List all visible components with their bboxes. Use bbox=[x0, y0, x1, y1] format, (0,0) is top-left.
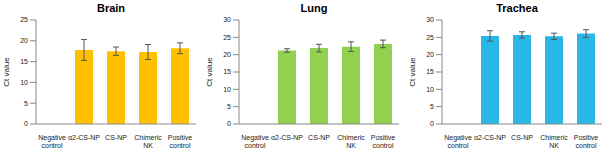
html-text:Brain: Brain bbox=[96, 2, 126, 14]
svg-text:ChimericNK: ChimericNK bbox=[337, 134, 365, 149]
svg-text:α2-CS-NP: α2-CS-NP bbox=[474, 134, 506, 141]
html-text:Lung: Lung bbox=[300, 2, 328, 14]
svg-text:10: 10 bbox=[426, 86, 434, 93]
svg-text:25: 25 bbox=[223, 34, 231, 41]
svg-text:Ct value: Ct value bbox=[205, 57, 214, 87]
svg-text:0: 0 bbox=[430, 120, 434, 127]
svg-text:30: 30 bbox=[426, 16, 434, 23]
svg-text:15: 15 bbox=[426, 68, 434, 75]
svg-text:25: 25 bbox=[426, 34, 434, 41]
svg-text:Positivecontrol: Positivecontrol bbox=[574, 134, 599, 149]
svg-text:Negativecontrol: Negativecontrol bbox=[241, 134, 269, 149]
svg-text:α2-CS-NP: α2-CS-NP bbox=[68, 134, 100, 141]
svg-text:Negativecontrol: Negativecontrol bbox=[38, 134, 66, 149]
svg-text:5: 5 bbox=[24, 100, 28, 107]
svg-text:0: 0 bbox=[227, 120, 231, 127]
svg-text:Positivecontrol: Positivecontrol bbox=[371, 134, 396, 149]
svg-text:ChimericNK: ChimericNK bbox=[134, 134, 162, 149]
svg-text:20: 20 bbox=[20, 37, 28, 44]
svg-text:α2-CS-NP: α2-CS-NP bbox=[271, 134, 303, 141]
svg-text:30: 30 bbox=[223, 16, 231, 23]
svg-text:15: 15 bbox=[20, 58, 28, 65]
svg-text:Positivecontrol: Positivecontrol bbox=[168, 134, 193, 149]
svg-text:10: 10 bbox=[20, 79, 28, 86]
svg-text:ChimericNK: ChimericNK bbox=[540, 134, 568, 149]
svg-text:10: 10 bbox=[223, 86, 231, 93]
svg-text:20: 20 bbox=[426, 51, 434, 58]
svg-text:15: 15 bbox=[223, 68, 231, 75]
svg-text:0: 0 bbox=[24, 120, 28, 127]
svg-text:CS-NP: CS-NP bbox=[511, 134, 533, 141]
svg-text:5: 5 bbox=[227, 103, 231, 110]
svg-text:CS-NP: CS-NP bbox=[308, 134, 330, 141]
svg-text:Ct value: Ct value bbox=[408, 57, 417, 87]
svg-text:Ct value: Ct value bbox=[8, 57, 11, 87]
svg-text:Negativecontrol: Negativecontrol bbox=[444, 134, 472, 149]
svg-text:5: 5 bbox=[430, 103, 434, 110]
svg-text:20: 20 bbox=[223, 51, 231, 58]
svg-text:25: 25 bbox=[20, 16, 28, 23]
html-text:Trachea: Trachea bbox=[496, 2, 538, 14]
svg-text:CS-NP: CS-NP bbox=[105, 134, 127, 141]
